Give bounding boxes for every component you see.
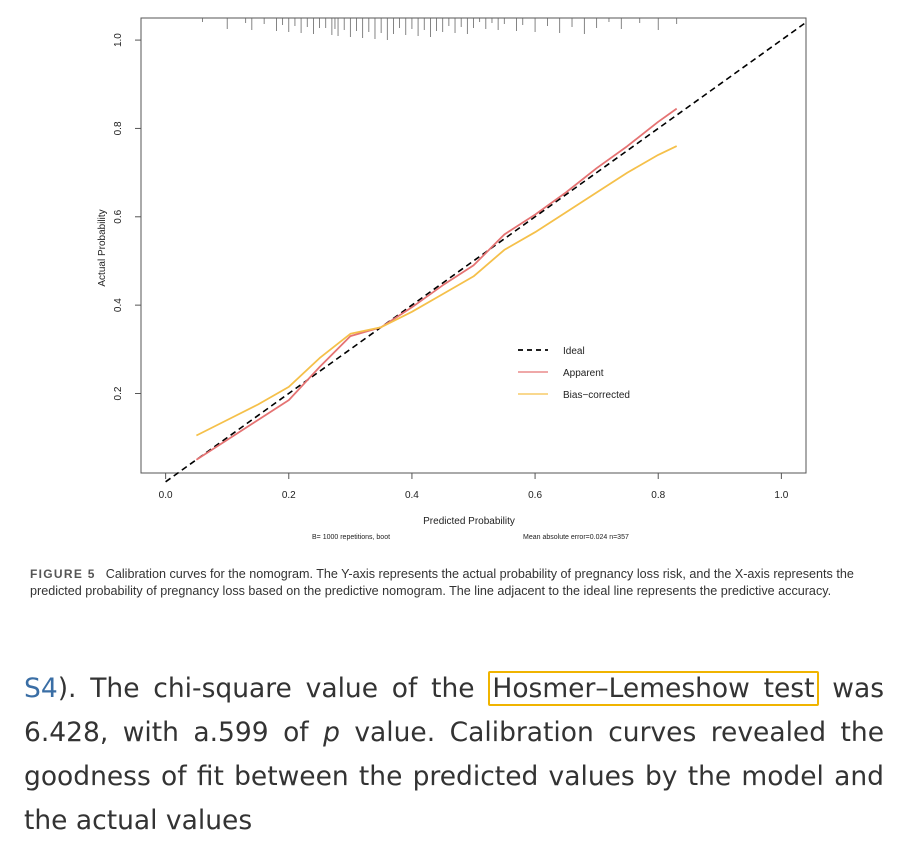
plot-frame: [140, 17, 807, 474]
series-layer: [165, 21, 807, 483]
caption-text: Calibration curves for the nomogram. The…: [30, 567, 854, 598]
p-italic: p: [323, 717, 340, 748]
body-text-1: ). The chi-square value of the: [57, 673, 489, 704]
x-tick-label: 0.2: [282, 490, 296, 501]
annotation-repetitions: B= 1000 repetitions, boot: [312, 534, 390, 541]
body-text-2: was 6.428, with a.599 of: [24, 673, 884, 748]
rug-ticks: [202, 18, 678, 40]
legend-ideal-label: Ideal: [563, 346, 585, 357]
x-tick-label: 0.6: [528, 490, 542, 501]
x-axis-label: Predicted Probability: [423, 516, 515, 527]
y-tick-label: 0.4: [113, 298, 124, 312]
series-line-apparent: [195, 107, 678, 461]
figure-caption: FIGURE 5 Calibration curves for the nomog…: [30, 566, 880, 600]
legend: Ideal Apparent Bias−corrected: [518, 346, 630, 401]
y-axis: 0.2 0.4 0.6 0.8 1.0: [113, 33, 141, 400]
series-line-bias-corrected: [195, 145, 678, 437]
legend-apparent-label: Apparent: [563, 368, 604, 379]
supplement-ref-link[interactable]: S4: [24, 673, 58, 704]
y-axis-label: Actual Probability: [97, 209, 108, 286]
body-paragraph: S4). The chi-square value of the Hosmer–…: [24, 667, 884, 843]
y-tick-label: 0.6: [113, 209, 124, 223]
x-tick-label: 0.8: [651, 490, 665, 501]
annotation-mae: Mean absolute error=0.024 n=357: [523, 534, 629, 541]
x-tick-label: 0.0: [159, 490, 173, 501]
x-tick-label: 0.4: [405, 490, 419, 501]
x-tick-label: 1.0: [774, 490, 788, 501]
figure-label: FIGURE 5: [30, 567, 96, 581]
legend-bias-corrected-label: Bias−corrected: [563, 390, 630, 401]
x-axis: 0.0 0.2 0.4 0.6 0.8 1.0: [159, 473, 789, 501]
y-tick-label: 0.2: [113, 386, 124, 400]
calibration-chart: 0.0 0.2 0.4 0.6 0.8 1.0 0.2 0.4 0.6 0.8 1.0 Predi…: [97, 17, 807, 541]
highlighted-term[interactable]: Hosmer–Lemeshow test: [488, 671, 819, 706]
y-tick-label: 1.0: [113, 33, 124, 47]
y-tick-label: 0.8: [113, 121, 124, 135]
